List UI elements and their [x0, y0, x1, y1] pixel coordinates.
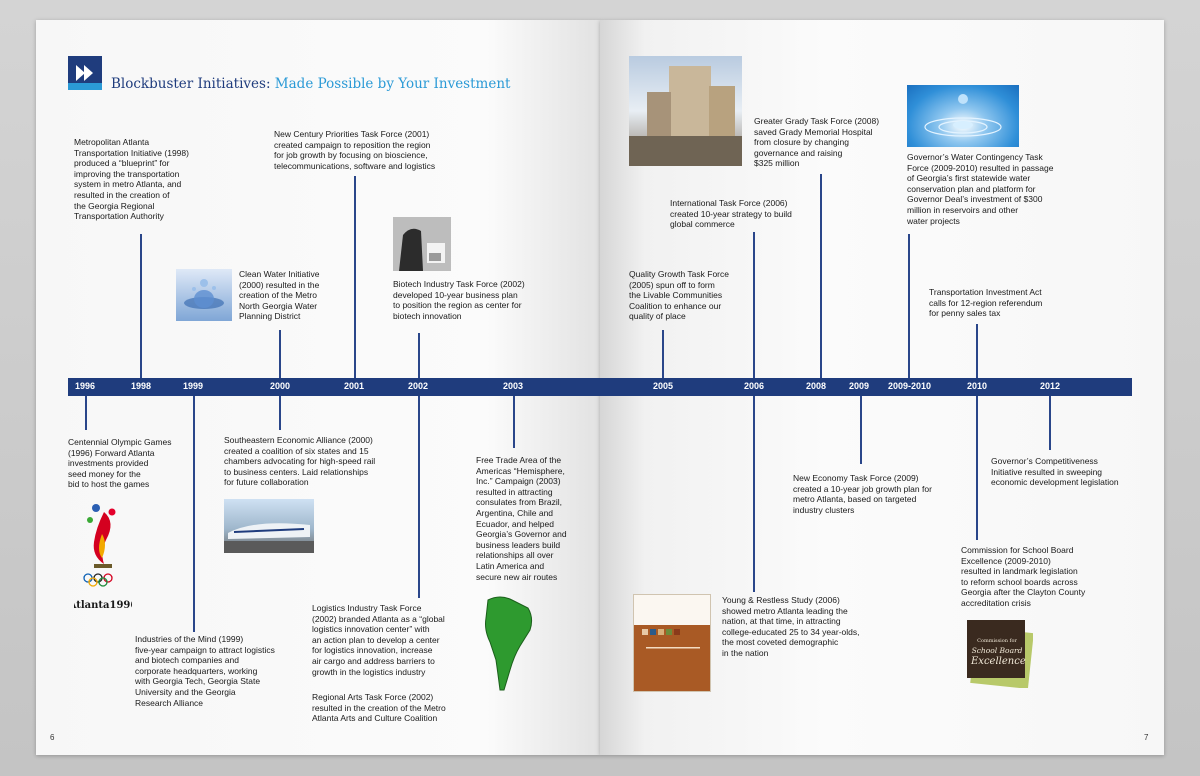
- year-2009-2010: 2009-2010: [888, 381, 932, 391]
- connector-2002-down: [418, 396, 420, 598]
- entry-grady: Greater Grady Task Force (2008) saved Gr…: [754, 116, 880, 169]
- year-2009: 2009: [849, 381, 870, 391]
- title-part-1: Blockbuster Initiatives:: [111, 76, 271, 92]
- year-2012: 2012: [1040, 381, 1061, 391]
- connector-2003: [513, 396, 515, 448]
- connector-2000-up: [279, 330, 281, 378]
- atlanta-1996-olympic-logo: Atlanta1996: [74, 500, 132, 620]
- year-2003: 2003: [503, 381, 524, 391]
- entry-quality-growth: Quality Growth Task Force (2005) spun of…: [629, 269, 729, 322]
- entry-metro-transportation: Metropolitan Atlanta Transportation Init…: [74, 137, 189, 222]
- forward-arrows-icon: [68, 56, 102, 90]
- timeline-bar: [68, 378, 1132, 396]
- year-2006: 2006: [744, 381, 765, 391]
- entry-southeastern-alliance: Southeastern Economic Alliance (2000) cr…: [224, 435, 376, 488]
- young-restless-report-cover: [633, 594, 711, 692]
- connector-2000-down: [279, 396, 281, 430]
- connector-2009-2010: [908, 234, 910, 378]
- page-number-right: 7: [1144, 733, 1149, 742]
- entry-regional-arts: Regional Arts Task Force (2002) resulted…: [312, 692, 446, 724]
- entry-new-economy: New Economy Task Force (2009) created a …: [793, 473, 932, 515]
- entry-water-contingency: Governor’s Water Contingency Task Force …: [907, 152, 1054, 226]
- connector-2012: [1049, 396, 1051, 450]
- connector-1999: [193, 396, 195, 632]
- page-number-left: 6: [50, 733, 55, 742]
- year-1999: 1999: [183, 381, 204, 391]
- entry-new-century: New Century Priorities Task Force (2001)…: [274, 129, 436, 171]
- connector-1996: [85, 396, 87, 430]
- year-2001: 2001: [344, 381, 365, 391]
- year-2002: 2002: [408, 381, 429, 391]
- page-title: Blockbuster Initiatives: Made Possible b…: [111, 76, 510, 92]
- title-part-2: Made Possible by Your Investment: [270, 76, 511, 92]
- connector-2001: [354, 176, 356, 378]
- connector-2005: [662, 330, 664, 378]
- connector-2008: [820, 174, 822, 378]
- year-2008: 2008: [806, 381, 827, 391]
- entry-young-restless: Young & Restless Study (2006) showed met…: [722, 595, 860, 658]
- connector-2010-up: [976, 324, 978, 378]
- connector-2006-up: [753, 232, 755, 378]
- entry-olympic-games: Centennial Olympic Games (1996) Forward …: [68, 437, 172, 490]
- year-2005: 2005: [653, 381, 674, 391]
- entry-free-trade: Free Trade Area of the Americas “Hemisph…: [476, 455, 567, 582]
- year-1998: 1998: [131, 381, 152, 391]
- lab-photo-image: [393, 217, 451, 271]
- connector-1998: [140, 234, 142, 378]
- water-splash-image: [176, 269, 232, 321]
- entry-clean-water: Clean Water Initiative (2000) resulted i…: [239, 269, 320, 322]
- entry-international: International Task Force (2006) created …: [670, 198, 792, 230]
- high-speed-train-image: [224, 499, 314, 553]
- year-2000: 2000: [270, 381, 291, 391]
- entry-logistics: Logistics Industry Task Force (2002) bra…: [312, 603, 445, 677]
- commission-line-3: Excellence: [971, 656, 1026, 667]
- year-2010: 2010: [967, 381, 988, 391]
- entry-competitiveness: Governor’s Competitiveness Initiative re…: [991, 456, 1119, 488]
- commission-logo-text: Commission for School Board Excellence: [971, 638, 1026, 667]
- commission-line-2: School Board: [971, 646, 1023, 655]
- commission-line-1: Commission for: [977, 638, 1017, 644]
- entry-transportation-investment: Transportation Investment Act calls for …: [929, 287, 1043, 319]
- entry-industries-of-mind: Industries of the Mind (1999) five-year …: [135, 634, 275, 708]
- entry-school-board: Commission for School Board Excellence (…: [961, 545, 1086, 608]
- connector-2002-up: [418, 333, 420, 378]
- entry-biotech: Biotech Industry Task Force (2002) devel…: [393, 279, 525, 321]
- atlanta1996-wordmark: Atlanta1996: [74, 600, 132, 611]
- connector-2006-down: [753, 396, 755, 592]
- connector-2009: [860, 396, 862, 464]
- commission-school-board-logo: Commission for School Board Excellence: [963, 616, 1033, 688]
- year-1996: 1996: [75, 381, 96, 391]
- grady-hospital-photo: [629, 56, 742, 166]
- water-drop-ripple-image: [907, 85, 1019, 147]
- connector-2010-down: [976, 396, 978, 540]
- south-america-map-image: [480, 594, 536, 694]
